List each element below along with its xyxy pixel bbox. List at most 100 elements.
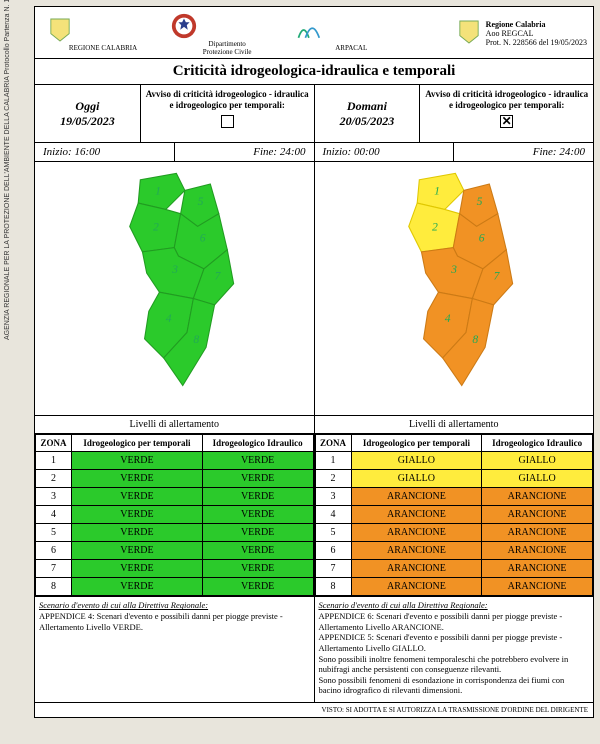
side-protocol-text: AGENZIA REGIONALE PER LA PROTEZIONE DELL… [4,0,12,340]
zone-cell: 6 [315,542,351,560]
header-arpacal: ARPACAL [289,15,413,53]
level-cell: VERDE [202,578,313,596]
tomorrow-end: Fine: 24:00 [454,143,593,161]
svg-text:2: 2 [433,221,439,234]
tomorrow-levels-table: ZONA Idrogeologico per temporali Idrogeo… [315,434,594,596]
header-bar: REGIONE CALABRIA Dipartimento Protezione… [35,7,593,59]
zone-cell: 4 [36,506,72,524]
level-cell: VERDE [72,524,203,542]
calabria-map-tomorrow: 15263748 [379,167,528,411]
svg-text:1: 1 [435,184,441,197]
footer: VISTO: SI ADOTTA E SI AUTORIZZA LA TRASM… [35,702,593,717]
svg-text:8: 8 [193,333,199,346]
svg-text:6: 6 [479,231,485,244]
level-cell: GIALLO [482,470,593,488]
zone-cell: 5 [36,524,72,542]
level-cell: VERDE [202,488,313,506]
bulletin-page: REGIONE CALABRIA Dipartimento Protezione… [34,6,594,718]
footer-left [35,703,314,717]
today-map: 15263748 [35,162,314,416]
tomorrow-column: Domani 20/05/2023 Avviso di criticità id… [315,85,594,702]
level-cell: ARANCIONE [482,488,593,506]
regione-small-icon [450,19,480,49]
header-protocol: Regione Calabria Aoo REGCAL Prot. N. 228… [413,19,587,49]
level-cell: ARANCIONE [482,560,593,578]
level-cell: ARANCIONE [351,578,482,596]
level-cell: VERDE [202,452,313,470]
header-dip: Dipartimento Protezione Civile [165,11,289,56]
level-cell: ARANCIONE [351,488,482,506]
level-cell: VERDE [202,506,313,524]
zone-cell: 3 [36,488,72,506]
page-title: Criticità idrogeologica-idraulica e temp… [35,59,593,85]
level-cell: VERDE [72,452,203,470]
svg-text:4: 4 [166,312,172,325]
tomorrow-scenario: Scenario d'evento di cui alla Direttiva … [315,596,594,702]
today-start: Inizio: 16:00 [35,143,175,161]
zone-cell: 2 [36,470,72,488]
level-cell: ARANCIONE [351,542,482,560]
level-cell: ARANCIONE [482,524,593,542]
level-cell: VERDE [72,560,203,578]
svg-text:8: 8 [473,333,479,346]
level-cell: VERDE [202,470,313,488]
level-cell: VERDE [202,524,313,542]
zone-cell: 8 [36,578,72,596]
tomorrow-daycell: Domani 20/05/2023 [315,85,421,142]
level-cell: GIALLO [351,470,482,488]
level-cell: ARANCIONE [351,524,482,542]
svg-text:3: 3 [171,263,178,276]
zone-cell: 7 [315,560,351,578]
today-daycell: Oggi 19/05/2023 [35,85,141,142]
zone-cell: 1 [36,452,72,470]
svg-text:6: 6 [200,231,206,244]
arpacal-logo-icon [293,15,323,45]
level-cell: VERDE [202,560,313,578]
regione-logo-icon [45,15,75,45]
footer-right: VISTO: SI ADOTTA E SI AUTORIZZA LA TRASM… [314,703,593,717]
level-cell: VERDE [72,542,203,560]
svg-text:3: 3 [451,263,458,276]
level-cell: ARANCIONE [351,506,482,524]
tomorrow-checkbox: ✕ [500,115,513,128]
level-cell: VERDE [72,506,203,524]
zone-cell: 5 [315,524,351,542]
tomorrow-map: 15263748 [315,162,594,416]
today-column: Oggi 19/05/2023 Avviso di criticità idro… [35,85,315,702]
zone-cell: 8 [315,578,351,596]
svg-text:4: 4 [445,312,451,325]
today-warn: Avviso di criticità idrogeologico - idra… [141,85,314,142]
zone-cell: 7 [36,560,72,578]
tomorrow-warn: Avviso di criticità idrogeologico - idra… [420,85,593,142]
level-cell: ARANCIONE [351,560,482,578]
header-regione: REGIONE CALABRIA [41,15,165,53]
zone-cell: 4 [315,506,351,524]
zone-cell: 2 [315,470,351,488]
two-columns: Oggi 19/05/2023 Avviso di criticità idro… [35,85,593,702]
zone-cell: 6 [36,542,72,560]
level-cell: ARANCIONE [482,506,593,524]
svg-text:1: 1 [155,184,161,197]
level-cell: GIALLO [482,452,593,470]
calabria-map-today: 15263748 [100,167,249,411]
tomorrow-start: Inizio: 00:00 [315,143,455,161]
level-cell: GIALLO [351,452,482,470]
tomorrow-levels-header: Livelli di allertamento [315,416,594,434]
level-cell: ARANCIONE [482,542,593,560]
zone-cell: 3 [315,488,351,506]
svg-text:5: 5 [477,195,483,208]
level-cell: VERDE [72,488,203,506]
svg-text:2: 2 [153,221,159,234]
today-end: Fine: 24:00 [175,143,314,161]
level-cell: VERDE [72,578,203,596]
today-scenario: Scenario d'evento di cui alla Direttiva … [35,596,314,638]
level-cell: VERDE [202,542,313,560]
protezione-civile-icon [169,11,199,41]
level-cell: VERDE [72,470,203,488]
level-cell: ARANCIONE [482,578,593,596]
today-checkbox [221,115,234,128]
zone-cell: 1 [315,452,351,470]
today-levels-header: Livelli di allertamento [35,416,314,434]
svg-text:5: 5 [198,195,204,208]
today-levels-table: ZONA Idrogeologico per temporali Idrogeo… [35,434,314,596]
